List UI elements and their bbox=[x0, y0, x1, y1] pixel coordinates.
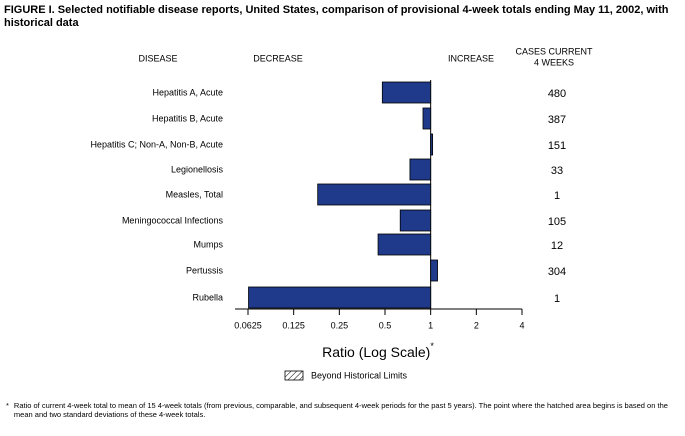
bar bbox=[381, 81, 432, 104]
category-label: Hepatitis B, Acute bbox=[152, 113, 223, 123]
bar bbox=[430, 259, 438, 282]
category-label: Legionellosis bbox=[171, 164, 224, 174]
header: INCREASE bbox=[448, 53, 494, 63]
x-tick-label: 0.5 bbox=[379, 320, 392, 330]
footnote-text: Ratio of current 4-week total to mean of… bbox=[13, 401, 668, 419]
header: DISEASE bbox=[138, 53, 177, 63]
category-label: Hepatitis C; Non-A, Non-B, Acute bbox=[90, 139, 223, 149]
category-label: Hepatitis A, Acute bbox=[152, 87, 223, 97]
header: 4 WEEKS bbox=[534, 57, 574, 67]
cases-value: 12 bbox=[551, 240, 563, 252]
header: CASES CURRENT bbox=[515, 46, 593, 56]
category-label: Pertussis bbox=[186, 265, 224, 275]
chart-title: FIGURE I. Selected notifiable disease re… bbox=[4, 4, 669, 29]
bar bbox=[399, 209, 432, 232]
x-axis-label: Ratio (Log Scale)* bbox=[322, 341, 434, 359]
cases-value: 151 bbox=[548, 140, 566, 152]
x-tick-label: 0.0625 bbox=[234, 320, 262, 330]
cases-value: 304 bbox=[548, 266, 566, 278]
bar bbox=[377, 233, 432, 256]
cases-value: 1 bbox=[554, 190, 560, 202]
x-axis-label-marker: * bbox=[430, 341, 434, 351]
category-label: Meningococcal Infections bbox=[122, 215, 224, 225]
cases-value: 480 bbox=[548, 88, 566, 100]
x-tick-label: 1 bbox=[428, 320, 433, 330]
bar bbox=[409, 158, 432, 181]
x-axis-label-text: Ratio (Log Scale) bbox=[322, 344, 430, 360]
cases-value: 387 bbox=[548, 114, 566, 126]
category-label: Measles, Total bbox=[166, 189, 223, 199]
cases-value: 1 bbox=[554, 293, 560, 305]
legend-label: Beyond Historical Limits bbox=[311, 370, 408, 380]
cases-value: 33 bbox=[551, 165, 563, 177]
category-label: Rubella bbox=[192, 292, 223, 302]
x-tick-label: 0.125 bbox=[282, 320, 305, 330]
x-tick-label: 0.25 bbox=[331, 320, 349, 330]
footnote-marker: * bbox=[6, 401, 9, 410]
bar bbox=[422, 107, 432, 130]
footnote: * Ratio of current 4-week total to mean … bbox=[6, 401, 682, 419]
bar bbox=[248, 286, 432, 309]
legend-swatch bbox=[284, 370, 304, 381]
bar bbox=[430, 133, 434, 156]
x-tick-label: 4 bbox=[519, 320, 524, 330]
bar bbox=[317, 183, 432, 206]
category-label: Mumps bbox=[193, 239, 223, 249]
cases-value: 105 bbox=[548, 216, 566, 228]
header: DECREASE bbox=[253, 53, 303, 63]
x-tick-label: 2 bbox=[474, 320, 479, 330]
